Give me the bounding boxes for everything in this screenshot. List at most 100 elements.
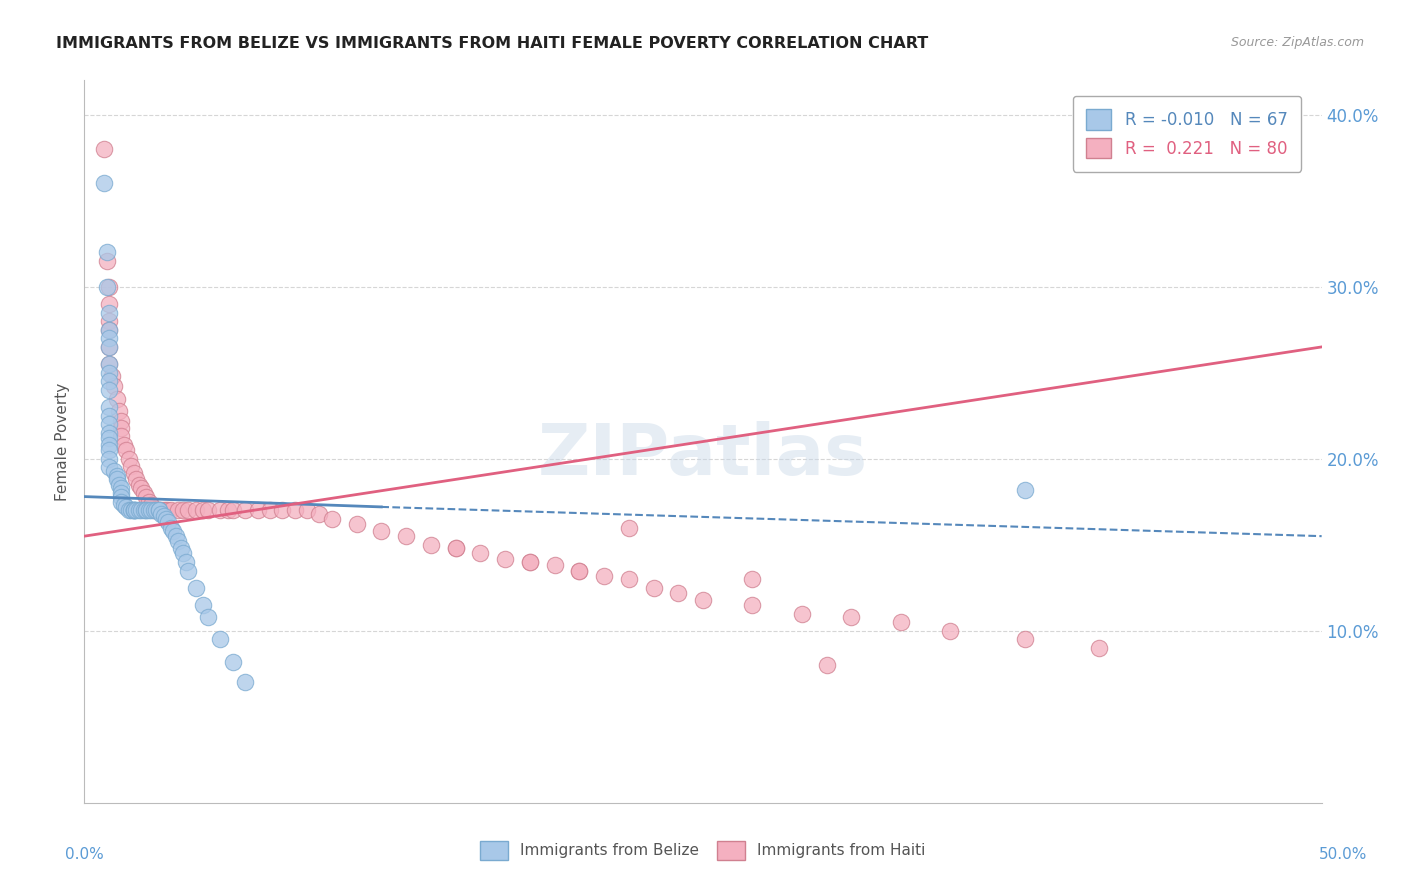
Point	[110, 481, 132, 495]
Point	[98, 323, 121, 337]
Point	[110, 414, 132, 428]
Point	[103, 379, 125, 393]
Point	[122, 503, 145, 517]
Point	[939, 624, 962, 638]
Point	[191, 598, 214, 612]
Point	[96, 245, 118, 260]
Point	[138, 494, 160, 508]
Point	[150, 507, 173, 521]
Point	[93, 142, 115, 156]
Point	[172, 546, 194, 560]
Point	[217, 503, 239, 517]
Point	[370, 524, 392, 538]
Point	[98, 425, 121, 440]
Point	[470, 546, 492, 560]
Point	[259, 503, 281, 517]
Point	[122, 503, 145, 517]
Point	[98, 357, 121, 371]
Point	[125, 503, 148, 517]
Point	[197, 610, 219, 624]
Point	[152, 503, 174, 517]
Point	[568, 564, 591, 578]
Point	[246, 503, 269, 517]
Point	[568, 564, 591, 578]
Point	[110, 421, 132, 435]
Point	[150, 503, 173, 517]
Point	[295, 503, 318, 517]
Point	[167, 534, 190, 549]
Point	[162, 524, 184, 538]
Point	[98, 438, 121, 452]
Point	[209, 503, 232, 517]
Point	[160, 503, 183, 517]
Point	[98, 314, 121, 328]
Text: 50.0%: 50.0%	[1319, 847, 1367, 862]
Point	[110, 486, 132, 500]
Legend: Immigrants from Belize, Immigrants from Haiti: Immigrants from Belize, Immigrants from …	[472, 833, 934, 867]
Point	[138, 503, 160, 517]
Point	[155, 512, 177, 526]
Point	[666, 586, 689, 600]
Point	[741, 598, 763, 612]
Point	[132, 503, 155, 517]
Point	[222, 655, 245, 669]
Point	[145, 503, 167, 517]
Point	[98, 400, 121, 414]
Point	[118, 503, 141, 517]
Point	[890, 615, 912, 630]
Point	[135, 490, 157, 504]
Point	[197, 503, 219, 517]
Point	[98, 451, 121, 466]
Point	[284, 503, 307, 517]
Point	[152, 508, 174, 523]
Point	[617, 572, 640, 586]
Point	[141, 498, 163, 512]
Text: 0.0%: 0.0%	[65, 847, 104, 862]
Point	[98, 375, 121, 389]
Point	[346, 517, 368, 532]
Point	[172, 503, 194, 517]
Point	[98, 409, 121, 423]
Point	[184, 581, 207, 595]
Point	[129, 481, 152, 495]
Point	[233, 503, 256, 517]
Point	[98, 357, 121, 371]
Point	[177, 503, 200, 517]
Point	[98, 443, 121, 458]
Point	[96, 279, 118, 293]
Point	[112, 498, 135, 512]
Point	[209, 632, 232, 647]
Point	[98, 340, 121, 354]
Point	[105, 392, 128, 406]
Point	[519, 555, 541, 569]
Point	[98, 279, 121, 293]
Text: ZIPatlas: ZIPatlas	[538, 422, 868, 491]
Point	[108, 403, 131, 417]
Point	[165, 529, 187, 543]
Point	[815, 658, 838, 673]
Point	[170, 541, 193, 556]
Point	[148, 503, 170, 517]
Point	[98, 366, 121, 380]
Point	[174, 555, 197, 569]
Point	[122, 466, 145, 480]
Point	[103, 464, 125, 478]
Point	[1014, 483, 1036, 497]
Point	[271, 503, 294, 517]
Point	[115, 443, 138, 458]
Point	[112, 438, 135, 452]
Point	[167, 503, 190, 517]
Point	[157, 516, 180, 530]
Point	[96, 253, 118, 268]
Point	[790, 607, 813, 621]
Point	[118, 451, 141, 466]
Point	[110, 494, 132, 508]
Point	[125, 472, 148, 486]
Point	[233, 675, 256, 690]
Point	[122, 503, 145, 517]
Point	[128, 477, 150, 491]
Point	[148, 503, 170, 517]
Point	[105, 469, 128, 483]
Point	[308, 507, 330, 521]
Point	[444, 541, 467, 556]
